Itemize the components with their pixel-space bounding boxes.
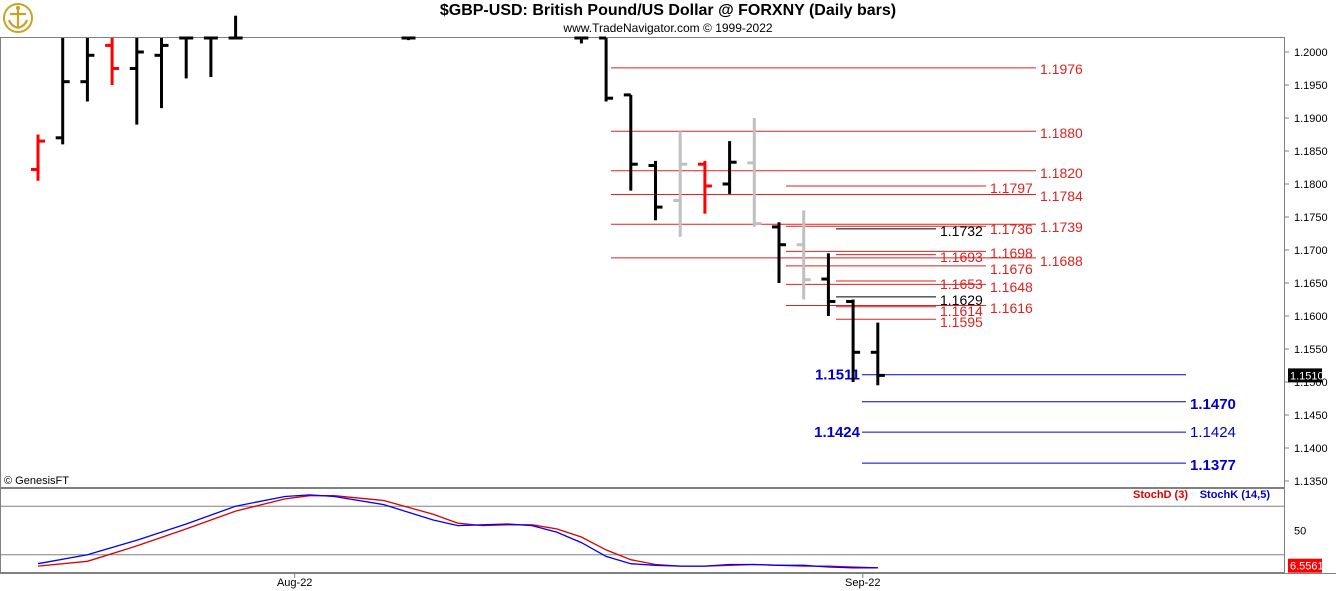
blue-level-lines: 1.1511 1.1470 1.1424 1.1424 1.1377: [814, 367, 1236, 474]
ohlc-bar: [228, 15, 243, 40]
watermark: © GenesisFT: [4, 475, 69, 487]
ohlc-bar: [154, 38, 169, 109]
price-tick-label: 1.1350: [1294, 476, 1328, 488]
price-tick-label: 1.1650: [1294, 278, 1328, 290]
price-tick-label: 1.1550: [1294, 344, 1328, 356]
ohlc-bar: [129, 38, 144, 125]
stoch-d-legend: StochD (3): [1133, 489, 1188, 501]
stoch-panel-frame: [0, 488, 1285, 573]
level-label: 1.1676: [990, 261, 1033, 277]
price-tick-label: 1.1750: [1294, 212, 1328, 224]
last-price-label: 1.1510: [1290, 370, 1324, 382]
stoch-k-line: [37, 494, 878, 569]
price-tick-label: 1.1850: [1294, 146, 1328, 158]
ohlc-bar: [623, 93, 638, 191]
ohlc-bar: [31, 134, 45, 181]
ohlc-bar: [747, 118, 762, 227]
blue-level-label-right: 1.1424: [1190, 424, 1236, 441]
ohlc-bar: [55, 38, 70, 145]
level-label: 1.1739: [1040, 219, 1083, 235]
stochastic-panel: 50 6.5561: [0, 494, 1324, 573]
level-label: 1.1614: [940, 303, 983, 319]
stoch-k-legend: StochK (14,5): [1200, 489, 1271, 501]
stoch-tick-label: 50: [1294, 526, 1306, 538]
ohlc-bar: [697, 160, 712, 214]
ohlc-bar: [203, 36, 218, 78]
level-label: 1.1595: [940, 314, 983, 330]
date-tick-label: Aug-22: [277, 577, 312, 589]
ohlc-bar: [401, 36, 416, 41]
ohlc-bar: [179, 36, 194, 79]
price-tick-label: 1.1800: [1294, 179, 1328, 191]
trade-navigator-logo: [2, 2, 34, 34]
level-label: 1.1736: [990, 221, 1033, 237]
ohlc-bar: [772, 222, 786, 283]
blue-level-label-left: 1.1424: [814, 424, 861, 441]
chart-subtitle: www.TradeNavigator.com © 1999-2022: [563, 21, 773, 35]
level-label: 1.1616: [990, 300, 1033, 316]
price-axis: 1.2000 1.1950 1.1900 1.1850 1.1800 1.1750 1.17…: [1284, 47, 1328, 488]
ohlc-bar: [599, 36, 614, 102]
ohlc-bar: [673, 131, 688, 237]
level-label: 1.1648: [990, 279, 1033, 295]
chart-title: $GBP-USD: British Pound/US Dollar @ FORX…: [439, 2, 897, 19]
level-label: 1.1629: [940, 292, 983, 308]
ohlc-bar: [846, 299, 861, 382]
ohlc-bars: [31, 15, 885, 386]
level-lines: 1.1976 1.1880 1.1820 1.1797 1.1784 1.1739 1.17…: [611, 61, 1083, 330]
price-tick-label: 1.1450: [1294, 410, 1328, 422]
price-tick-label: 1.2000: [1294, 47, 1328, 59]
level-label: 1.1880: [1040, 125, 1083, 141]
level-label: 1.1820: [1040, 165, 1083, 181]
ohlc-bar: [722, 141, 737, 194]
blue-level-label-left: 1.1511: [815, 367, 860, 384]
ohlc-bar: [796, 210, 811, 300]
ohlc-bar: [648, 160, 663, 221]
blue-level-label-right: 1.1470: [1190, 396, 1236, 413]
level-label: 1.1688: [1040, 253, 1083, 269]
ohlc-bar: [80, 38, 95, 102]
price-tick-label: 1.1400: [1294, 443, 1328, 455]
price-tick-label: 1.1700: [1294, 245, 1328, 257]
price-tick-label: 1.1900: [1294, 113, 1328, 125]
last-price-marker: [1288, 368, 1322, 383]
level-label: 1.1732: [940, 223, 983, 239]
level-label: 1.1698: [990, 245, 1033, 261]
level-label: 1.1797: [990, 180, 1033, 196]
stoch-last-marker: [1288, 558, 1322, 573]
ohlc-bar: [574, 36, 589, 44]
ohlc-bar: [105, 38, 120, 85]
date-axis: Aug-22 Sep-22: [277, 573, 881, 589]
stoch-last-label: 6.5561: [1290, 561, 1324, 573]
level-label: 1.1976: [1040, 61, 1083, 77]
blue-level-label-right: 1.1377: [1190, 457, 1236, 474]
price-panel-frame: [0, 37, 1285, 488]
date-tick-label: Sep-22: [845, 577, 880, 589]
price-tick-label: 1.1600: [1294, 311, 1328, 323]
ohlc-bar: [821, 253, 836, 316]
level-label: 1.1693: [940, 249, 983, 265]
price-tick-label: 1.1950: [1294, 80, 1328, 92]
level-label: 1.1784: [1040, 188, 1083, 204]
ohlc-bar: [870, 322, 885, 386]
